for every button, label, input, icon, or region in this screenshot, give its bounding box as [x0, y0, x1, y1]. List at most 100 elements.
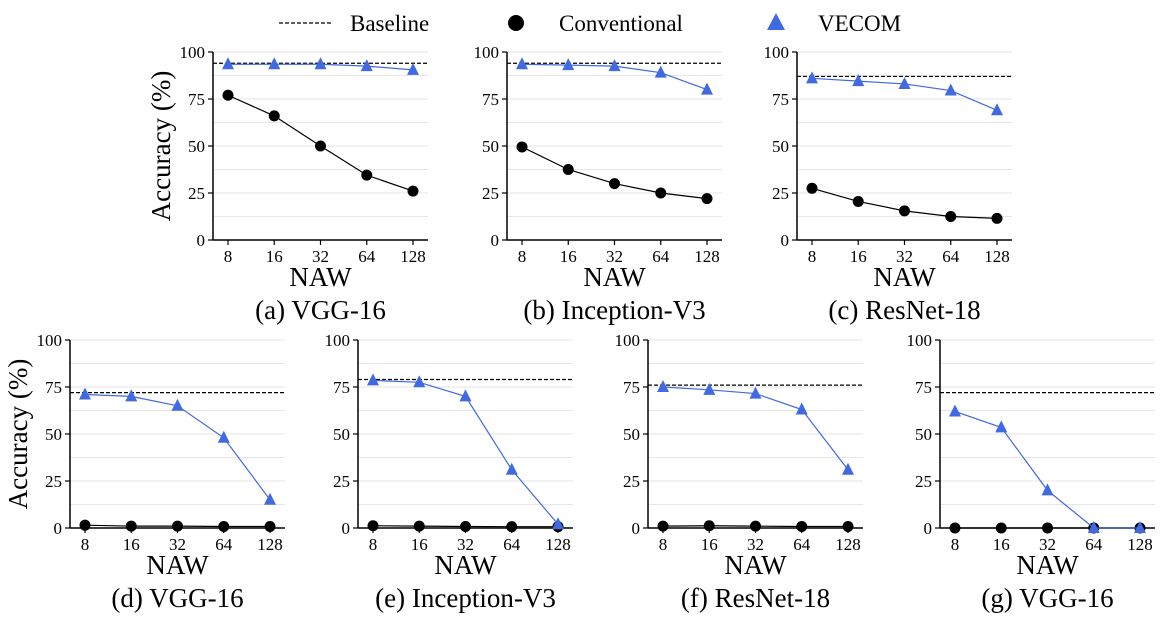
y-tick-label: 50	[45, 425, 62, 444]
conventional-point	[750, 520, 761, 532]
conventional-point	[264, 520, 276, 532]
x-tick-label: 8	[369, 535, 378, 554]
vecom-point	[654, 65, 667, 78]
y-tick-label: 0	[342, 519, 351, 538]
y-tick-label: 75	[915, 378, 932, 397]
y-tick-label: 100	[615, 331, 641, 350]
conventional-point	[268, 110, 280, 122]
conventional-point	[315, 140, 326, 152]
y-tick-label: 75	[188, 90, 205, 109]
conventional-point	[852, 195, 864, 207]
x-tick-label: 64	[793, 535, 811, 554]
y-axis-label: Accuracy (%)	[3, 359, 33, 510]
y-tick-label: 0	[491, 231, 500, 250]
y-tick-label: 100	[764, 43, 790, 62]
y-tick-label: 25	[772, 184, 789, 203]
x-tick-label: 16	[266, 247, 283, 266]
y-tick-label: 0	[924, 519, 933, 538]
x-axis-label: NAW	[583, 262, 646, 292]
y-tick-label: 75	[45, 378, 62, 397]
panel-caption: (d) VGG-16	[111, 583, 243, 613]
x-tick-label: 64	[358, 247, 376, 266]
conventional-point	[949, 522, 961, 534]
y-tick-label: 25	[188, 184, 205, 203]
vecom-point	[852, 74, 865, 87]
y-tick-label: 50	[915, 425, 932, 444]
conventional-point	[1042, 522, 1053, 534]
conventional-point	[125, 520, 137, 532]
panel-caption: (g) VGG-16	[981, 583, 1113, 613]
x-axis-label: NAW	[289, 262, 352, 292]
x-tick-label: 32	[457, 535, 474, 554]
x-tick-label: 16	[123, 535, 140, 554]
panel-caption: (e) Inception-V3	[375, 583, 556, 613]
conventional-point	[460, 520, 471, 532]
x-tick-label: 128	[257, 535, 283, 554]
x-axis-label: NAW	[434, 550, 497, 580]
y-tick-label: 75	[623, 378, 640, 397]
vecom-point	[79, 387, 91, 400]
y-tick-label: 100	[474, 43, 500, 62]
x-tick-label: 8	[951, 535, 960, 554]
conventional-point	[79, 519, 91, 531]
conventional-point	[609, 178, 620, 190]
chart-panel: 0 25 50 75 100 8 16 32 64 128 NAW(c) ResNet-18	[764, 43, 1012, 325]
conventional-point	[367, 520, 379, 532]
y-axis-label: Accuracy (%)	[146, 71, 176, 222]
conventional-point	[991, 212, 1003, 224]
y-tick-label: 50	[772, 137, 789, 156]
vecom-point	[1087, 521, 1100, 533]
vecom-point	[795, 402, 808, 415]
conventional-point	[701, 193, 713, 205]
vecom-line	[954, 410, 1140, 529]
conventional-point	[407, 185, 419, 197]
vecom-point	[703, 382, 716, 395]
vecom-point	[608, 59, 621, 72]
x-tick-label: 16	[560, 247, 577, 266]
legend-conventional-label: Conventional	[559, 11, 683, 36]
vecom-point	[552, 517, 564, 530]
conventional-point	[657, 520, 669, 532]
vecom-point	[459, 389, 472, 402]
x-tick-label: 32	[747, 535, 764, 554]
conventional-point	[796, 520, 808, 532]
y-tick-label: 0	[781, 231, 790, 250]
y-tick-label: 100	[180, 43, 206, 62]
y-tick-label: 0	[632, 519, 641, 538]
y-tick-label: 25	[915, 472, 932, 491]
vecom-point	[217, 430, 230, 443]
y-tick-label: 0	[197, 231, 206, 250]
vecom-point	[268, 57, 281, 70]
y-tick-label: 25	[333, 472, 350, 491]
conventional-point	[172, 520, 183, 532]
legend-vecom-marker	[767, 13, 785, 30]
x-tick-label: 64	[1085, 535, 1103, 554]
y-tick-label: 100	[907, 331, 933, 350]
panel-caption: (f) ResNet-18	[681, 583, 830, 613]
vecom-point	[944, 83, 957, 96]
conventional-point	[222, 89, 234, 101]
x-tick-label: 128	[835, 535, 861, 554]
y-tick-label: 25	[623, 472, 640, 491]
chart-panels: 0 25 50 75 100 8 16 32 64 128 NAW Accuracy (%) (a) V…	[3, 43, 1155, 613]
vecom-point	[749, 386, 762, 399]
legend-vecom-label: VECOM	[818, 11, 901, 36]
x-tick-label: 128	[1127, 535, 1153, 554]
vecom-point	[367, 373, 379, 386]
vecom-point	[222, 57, 234, 70]
panel-caption: (c) ResNet-18	[828, 295, 980, 325]
chart-panel: 0 25 50 75 100 8 16 32 64 128 NAW(g) VGG-16	[907, 331, 1155, 613]
x-tick-label: 8	[659, 535, 668, 554]
vecom-point	[505, 462, 518, 475]
x-tick-label: 8	[81, 535, 90, 554]
y-tick-label: 75	[333, 378, 350, 397]
vecom-point	[806, 71, 818, 84]
y-tick-label: 100	[325, 331, 351, 350]
y-tick-label: 0	[54, 519, 63, 538]
legend: Baseline Conventional VECOM	[279, 11, 901, 36]
conventional-point	[506, 521, 518, 533]
conventional-point	[945, 211, 957, 222]
x-tick-label: 32	[169, 535, 186, 554]
conventional-point	[516, 141, 528, 153]
